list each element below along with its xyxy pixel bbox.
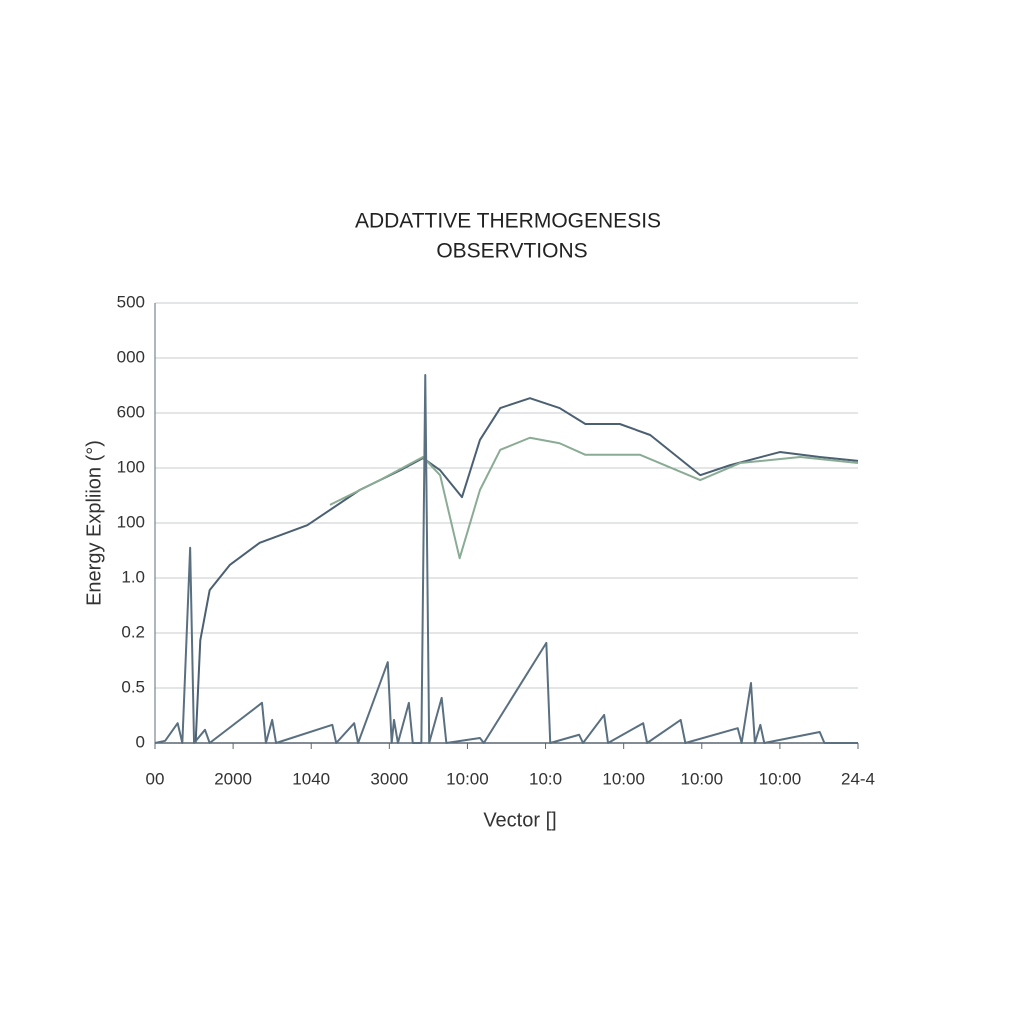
y-tick-label: 000 bbox=[117, 347, 145, 366]
y-tick-label: 0 bbox=[136, 732, 145, 751]
x-tick-label: 10:00 bbox=[759, 769, 802, 788]
data-line bbox=[329, 436, 859, 560]
y-tick-label: 1.0 bbox=[121, 567, 145, 586]
x-tick-label: 00 bbox=[146, 769, 165, 788]
y-tick-label: 100 bbox=[117, 512, 145, 531]
x-tick-label: 2000 bbox=[214, 769, 252, 788]
y-tick-label: 500 bbox=[117, 292, 145, 311]
x-axis-label: Vector [] bbox=[483, 809, 556, 831]
x-tick-label: 10:00 bbox=[602, 769, 645, 788]
y-tick-label: 0.2 bbox=[121, 622, 145, 641]
y-tick-label: 100 bbox=[117, 457, 145, 476]
x-tick-label: 3000 bbox=[370, 769, 408, 788]
x-tick-label: 24-4 bbox=[841, 769, 875, 788]
x-tick-label: 1040 bbox=[292, 769, 330, 788]
y-tick-label: 600 bbox=[117, 402, 145, 421]
y-tick-label: 0.5 bbox=[121, 677, 145, 696]
chart-title: OBSERVTIONS bbox=[436, 240, 587, 263]
y-axis-label: Energy Expliion (°) bbox=[83, 440, 105, 606]
data-line bbox=[154, 374, 858, 744]
chart-title: ADDATTIVE THERMOGENESIS bbox=[355, 210, 661, 233]
x-tick-label: 10:00 bbox=[681, 769, 724, 788]
x-tick-label: 10:00 bbox=[446, 769, 489, 788]
x-tick-label: 10:0 bbox=[529, 769, 562, 788]
data-line bbox=[194, 397, 859, 744]
